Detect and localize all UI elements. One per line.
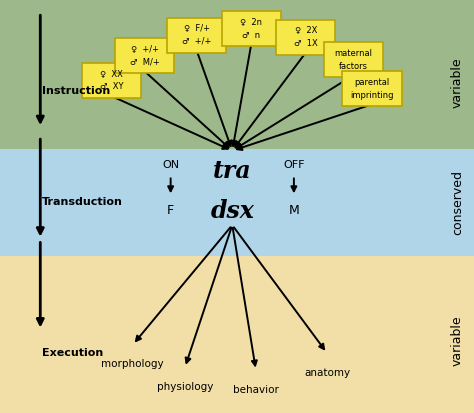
Bar bbox=[0, 256, 474, 413]
Text: maternal
factors: maternal factors bbox=[334, 49, 372, 71]
Text: ♀  2n
♂  n: ♀ 2n ♂ n bbox=[240, 18, 262, 40]
Text: tra: tra bbox=[213, 159, 252, 183]
FancyBboxPatch shape bbox=[221, 11, 281, 46]
Text: anatomy: anatomy bbox=[304, 368, 350, 377]
Text: morphology: morphology bbox=[101, 359, 164, 369]
Text: ON: ON bbox=[162, 160, 179, 170]
Text: dsx: dsx bbox=[210, 199, 254, 223]
Text: physiology: physiology bbox=[157, 382, 213, 392]
Text: OFF: OFF bbox=[283, 160, 305, 170]
Bar bbox=[0, 149, 474, 256]
Text: parental
imprinting: parental imprinting bbox=[350, 78, 394, 100]
Text: conserved: conserved bbox=[451, 170, 464, 235]
FancyBboxPatch shape bbox=[82, 63, 141, 98]
FancyBboxPatch shape bbox=[342, 71, 402, 106]
Text: ♀  F/+
♂  +/+: ♀ F/+ ♂ +/+ bbox=[182, 24, 211, 46]
Text: variable: variable bbox=[451, 57, 464, 108]
Bar bbox=[0, 0, 474, 149]
Text: variable: variable bbox=[451, 316, 464, 366]
Text: ♀  +/+
♂  M/+: ♀ +/+ ♂ M/+ bbox=[130, 45, 159, 66]
Text: behavior: behavior bbox=[233, 385, 279, 395]
FancyBboxPatch shape bbox=[167, 17, 226, 52]
Text: F: F bbox=[167, 204, 174, 217]
Text: ♀  2X
♂  1X: ♀ 2X ♂ 1X bbox=[294, 26, 318, 48]
FancyBboxPatch shape bbox=[276, 19, 336, 55]
FancyBboxPatch shape bbox=[115, 38, 174, 74]
Text: Transduction: Transduction bbox=[42, 197, 123, 207]
FancyBboxPatch shape bbox=[323, 43, 383, 78]
Text: ♀  XX
♂  XY: ♀ XX ♂ XY bbox=[100, 70, 123, 91]
Text: Instruction: Instruction bbox=[42, 86, 110, 96]
Text: M: M bbox=[289, 204, 299, 217]
Text: Execution: Execution bbox=[42, 348, 103, 358]
